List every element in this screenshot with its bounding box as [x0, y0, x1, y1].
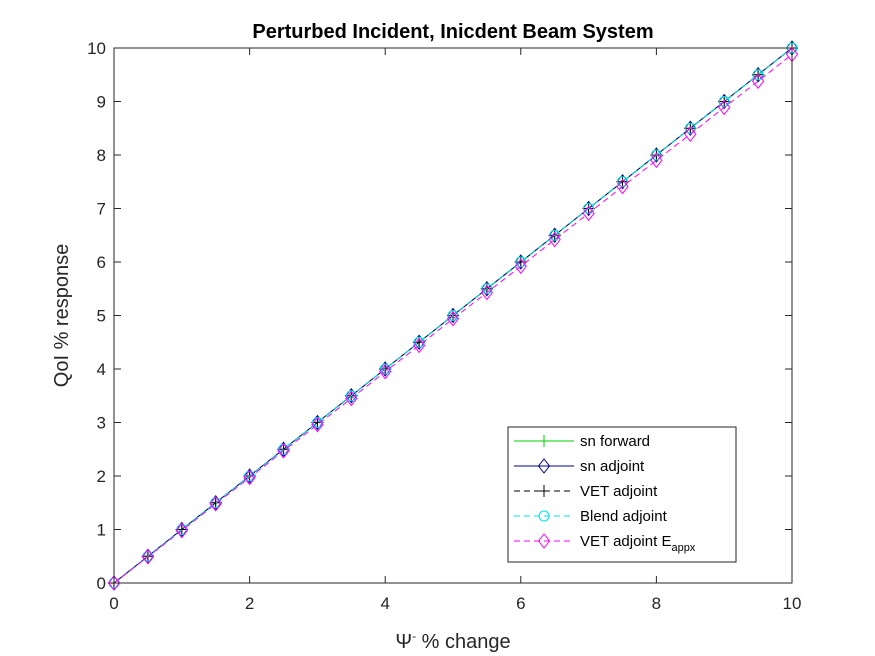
data-point-s5-13 [548, 231, 561, 248]
data-point-s5-6 [311, 416, 324, 433]
data-point-s5-4 [243, 469, 256, 486]
legend-label-text-2: sn adjoint [580, 458, 645, 475]
data-point-s5-7 [345, 390, 358, 407]
legend-marker-2 [537, 458, 551, 474]
legend-entry-4: Blend adjoint [514, 508, 668, 525]
data-point-s5-8 [379, 363, 392, 380]
y-tick-label-7: 7 [97, 200, 106, 219]
x-axis-label: Ψ- % change [395, 629, 510, 653]
data-point-s5-9 [412, 337, 426, 354]
legend: sn forward sn adjoint VET adjoint Blend adj… [507, 426, 737, 563]
legend-label-4: Blend adjoint [580, 508, 668, 525]
data-point-s4-18 [718, 96, 730, 107]
data-point-s5-12 [514, 258, 527, 275]
x-axis-label-superscript: - [412, 629, 416, 643]
legend-marker-1 [538, 435, 550, 447]
legend-label-subscript-5: appx [671, 542, 695, 554]
tick-labels: 0 2 4 6 8 10 0 1 2 3 4 5 6 7 8 9 10 [87, 39, 801, 613]
legend-label-text-4: Blend adjoint [580, 508, 668, 525]
x-axis-label-symbol: Ψ [395, 631, 412, 653]
legend-marker-4 [538, 510, 550, 522]
data-point-s4-11 [481, 283, 493, 295]
legend-entry-3: VET adjoint [514, 483, 658, 500]
y-tick-label-9: 9 [97, 93, 106, 112]
x-tick-label-0: 0 [109, 594, 118, 613]
data-point-s5-16 [650, 152, 663, 169]
data-point-s4-9 [413, 336, 425, 348]
legend-label-1: sn forward [580, 433, 650, 450]
legend-label-2: sn adjoint [580, 458, 645, 475]
legend-marker-3 [538, 485, 550, 497]
data-point-s5-17 [684, 126, 697, 142]
y-tick-label-4: 4 [97, 360, 106, 379]
legend-box [507, 426, 737, 563]
y-tick-label-6: 6 [97, 253, 106, 272]
data-point-s5-5 [277, 443, 290, 459]
y-tick-label-0: 0 [97, 574, 106, 593]
data-point-s4-17 [684, 122, 696, 134]
y-tick-label-10: 10 [87, 39, 106, 58]
data-point-s5-1 [141, 548, 155, 565]
x-tick-label-6: 6 [516, 594, 525, 613]
chart-title: Perturbed Incident, Inicdent Beam System [252, 21, 653, 43]
y-axis-label: QoI % response [51, 244, 73, 387]
series-line-4 [113, 47, 793, 584]
legend-entry-2: sn adjoint [514, 458, 645, 475]
data-point-s4-19 [752, 69, 764, 81]
x-tick-label-10: 10 [783, 594, 802, 613]
y-tick-label-8: 8 [97, 146, 106, 165]
legend-marker-5 [537, 533, 551, 549]
x-tick-label-8: 8 [652, 594, 661, 613]
data-point-s5-18 [718, 99, 731, 116]
data-point-s2-17 [684, 120, 697, 137]
axes [113, 47, 793, 584]
data-point-s5-0 [107, 575, 121, 591]
data-point-s4-10 [447, 310, 459, 321]
data-point-s5-19 [751, 73, 765, 89]
legend-label-text-5: VET adjoint E [580, 533, 671, 550]
data-point-s5-11 [480, 284, 494, 301]
y-tick-label-5: 5 [97, 307, 106, 326]
data-point-s5-15 [616, 178, 629, 195]
series-layer [107, 40, 799, 591]
data-point-s3-15 [616, 175, 629, 188]
x-axis-label-text: % change [416, 631, 511, 653]
data-point-s5-14 [582, 205, 595, 222]
x-tick-label-2: 2 [245, 594, 254, 613]
data-point-s5-10 [446, 310, 460, 327]
data-point-s4-16 [650, 149, 662, 161]
legend-label-text-1: sn forward [580, 433, 650, 450]
x-tick-label-4: 4 [380, 594, 389, 613]
data-point-s2-10 [446, 307, 460, 324]
legend-label-3: VET adjoint [580, 483, 658, 500]
data-point-s5-2 [175, 522, 188, 539]
data-point-s2-11 [480, 280, 494, 297]
legend-label-5: VET adjoint Eappx [580, 533, 696, 554]
data-point-s5-3 [209, 496, 222, 512]
data-point-s2-4 [243, 468, 256, 484]
data-point-s2-8 [379, 361, 392, 377]
y-tick-label-2: 2 [97, 467, 106, 486]
data-point-s3-18 [718, 95, 731, 108]
legend-label-text-3: VET adjoint [580, 483, 658, 500]
y-tick-label-1: 1 [97, 521, 106, 540]
legend-entry-1: sn forward [514, 433, 650, 450]
data-point-s3-2 [175, 523, 188, 536]
data-point-s3-3 [209, 496, 222, 509]
legend-entry-5: VET adjoint Eappx [514, 533, 696, 554]
series-line-5 [113, 54, 793, 584]
data-point-s2-7 [345, 387, 358, 404]
data-point-s2-14 [582, 200, 595, 217]
y-tick-label-3: 3 [97, 414, 106, 433]
